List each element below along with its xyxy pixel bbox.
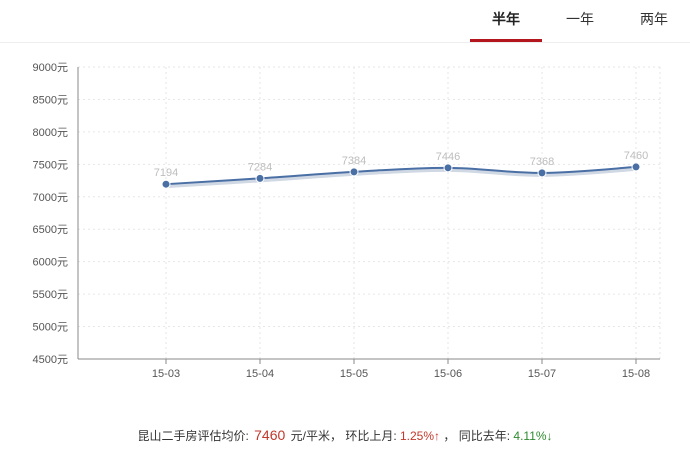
data-label: 7460 xyxy=(624,150,648,162)
data-point xyxy=(349,167,359,177)
data-label: 7384 xyxy=(342,155,366,167)
y-tick-label: 7500元 xyxy=(33,159,68,171)
data-label: 7446 xyxy=(436,151,460,163)
data-label: 7284 xyxy=(248,161,272,173)
yoy-value: 4.11%↓ xyxy=(513,429,553,443)
x-tick-label: 15-04 xyxy=(246,368,274,380)
y-tick-label: 5500元 xyxy=(33,289,68,301)
x-tick-label: 15-08 xyxy=(622,368,650,380)
yoy-label: 同比去年: xyxy=(458,429,511,443)
tab-two-years[interactable]: 两年 xyxy=(640,11,668,27)
y-tick-label: 9000元 xyxy=(33,62,68,74)
x-tick-label: 15-06 xyxy=(434,368,462,380)
y-tick-label: 5000元 xyxy=(33,322,68,334)
summary-price: 7460 xyxy=(254,427,286,443)
x-tick-label: 15-05 xyxy=(340,368,368,380)
data-point xyxy=(443,163,453,173)
period-tabs: 半年 一年 两年 xyxy=(468,0,690,42)
tab-half-year[interactable]: 半年 xyxy=(470,0,542,42)
series-line-shadow xyxy=(165,166,637,189)
tab-one-year[interactable]: 一年 xyxy=(566,11,594,27)
top-bar: 半年 一年 两年 xyxy=(0,0,690,42)
data-label: 7368 xyxy=(530,156,554,168)
y-tick-label: 7000元 xyxy=(33,192,68,204)
y-tick-label: 8500元 xyxy=(33,94,68,106)
price-line-chart: 4500元 5000元 5500元 6000元 6500元 7000元 7500元 8000元… xyxy=(33,62,661,380)
mom-label: 环比上月: xyxy=(345,429,397,443)
summary-unit: 元/平米， xyxy=(290,429,342,443)
data-point xyxy=(255,173,265,183)
y-tick-label: 6000元 xyxy=(33,257,68,269)
y-tick-label: 8000元 xyxy=(33,127,68,139)
series-line xyxy=(165,165,637,186)
summary-separator: ， xyxy=(443,429,456,443)
x-tick-label: 15-07 xyxy=(528,368,556,380)
data-point xyxy=(161,179,171,189)
chart-panel: 4500元 5000元 5500元 6000元 6500元 7000元 7500元 8000元… xyxy=(0,42,690,466)
data-point xyxy=(631,162,641,172)
summary-prefix: 昆山二手房评估均价: xyxy=(137,429,249,443)
data-point xyxy=(537,168,547,178)
mom-value: 1.25%↑ xyxy=(400,429,441,443)
data-label: 7194 xyxy=(154,167,178,179)
price-summary: 昆山二手房评估均价: 7460 元/平米， 环比上月: 1.25%↑ ， 同比去… xyxy=(0,427,690,444)
y-tick-label: 4500元 xyxy=(33,354,68,366)
y-tick-label: 6500元 xyxy=(33,224,68,236)
x-tick-label: 15-03 xyxy=(152,368,180,380)
